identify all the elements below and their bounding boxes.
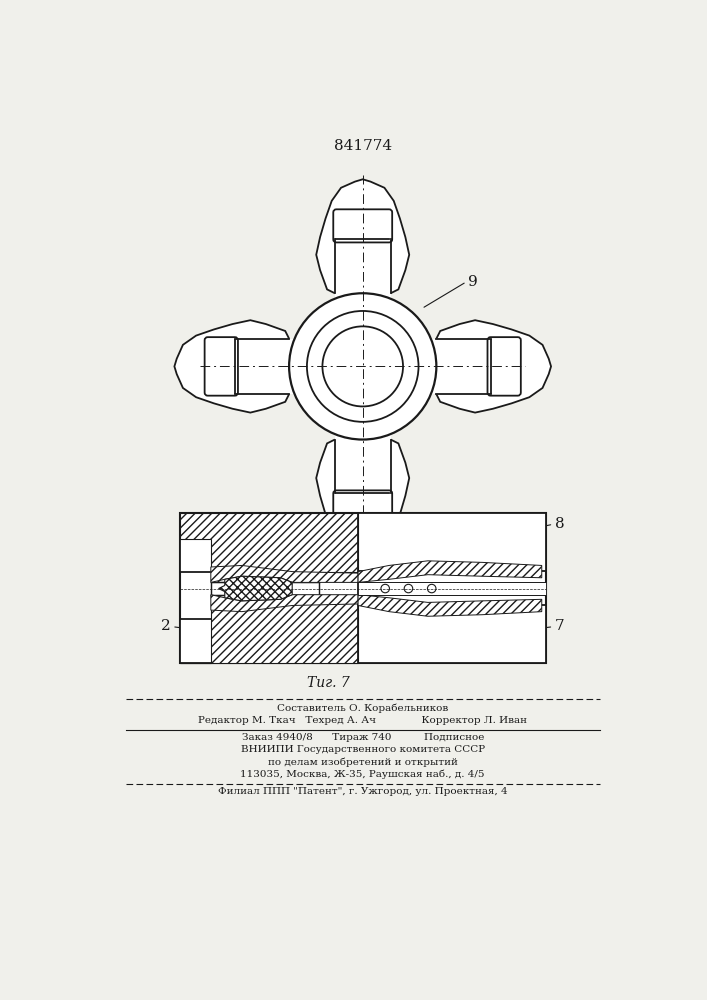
Polygon shape [335,394,391,520]
Circle shape [307,311,419,422]
Text: ВНИИПИ Государственного комитета СССР: ВНИИПИ Государственного комитета СССР [240,745,485,754]
Circle shape [289,293,436,440]
Polygon shape [180,595,358,663]
Circle shape [381,584,390,593]
Text: по делам изобретений и открытий: по делам изобретений и открытий [268,758,457,767]
FancyBboxPatch shape [488,337,521,396]
Polygon shape [316,440,409,554]
Circle shape [404,584,413,593]
Text: 7: 7 [555,619,565,633]
Polygon shape [316,179,409,293]
Polygon shape [335,212,391,339]
Text: 113035, Москва, Ж-35, Раушская наб., д. 4/5: 113035, Москва, Ж-35, Раушская наб., д. … [240,770,485,779]
Text: 3: 3 [207,558,217,572]
Text: 8: 8 [555,517,565,531]
Bar [180,513,546,663]
Polygon shape [436,320,551,413]
Text: 841774: 841774 [334,139,392,153]
FancyBboxPatch shape [333,209,392,242]
Polygon shape [211,595,358,612]
FancyBboxPatch shape [333,490,392,523]
Text: Составитель О. Корабельников: Составитель О. Корабельников [277,704,448,713]
Polygon shape [211,565,358,582]
Bar [358,513,546,571]
Polygon shape [358,561,542,582]
Bar [358,582,546,595]
Text: Редактор М. Ткач   Техред А. Ач              Корректор Л. Иван: Редактор М. Ткач Техред А. Ач Корректор … [198,716,527,725]
Polygon shape [175,320,289,413]
Bar [180,513,358,572]
Circle shape [428,584,436,593]
Polygon shape [391,339,518,394]
Text: 9: 9 [468,275,478,289]
Text: Τиг. 6: Τиг. 6 [308,523,350,537]
Polygon shape [218,576,292,601]
Text: Τиг. 7: Τиг. 7 [308,676,350,690]
Text: 4: 4 [257,634,266,648]
Polygon shape [358,595,542,616]
Circle shape [322,326,403,406]
Text: 2: 2 [160,619,170,633]
Polygon shape [208,339,335,394]
Circle shape [289,293,436,440]
FancyBboxPatch shape [204,337,238,396]
Text: Заказ 4940/8      Тираж 740          Подписное: Заказ 4940/8 Тираж 740 Подписное [242,733,484,742]
Text: Филиал ППП "Патент", г. Ужгород, ул. Проектная, 4: Филиал ППП "Патент", г. Ужгород, ул. Про… [218,787,508,796]
Polygon shape [180,513,358,582]
Bar [358,605,546,663]
Bar [180,619,358,663]
